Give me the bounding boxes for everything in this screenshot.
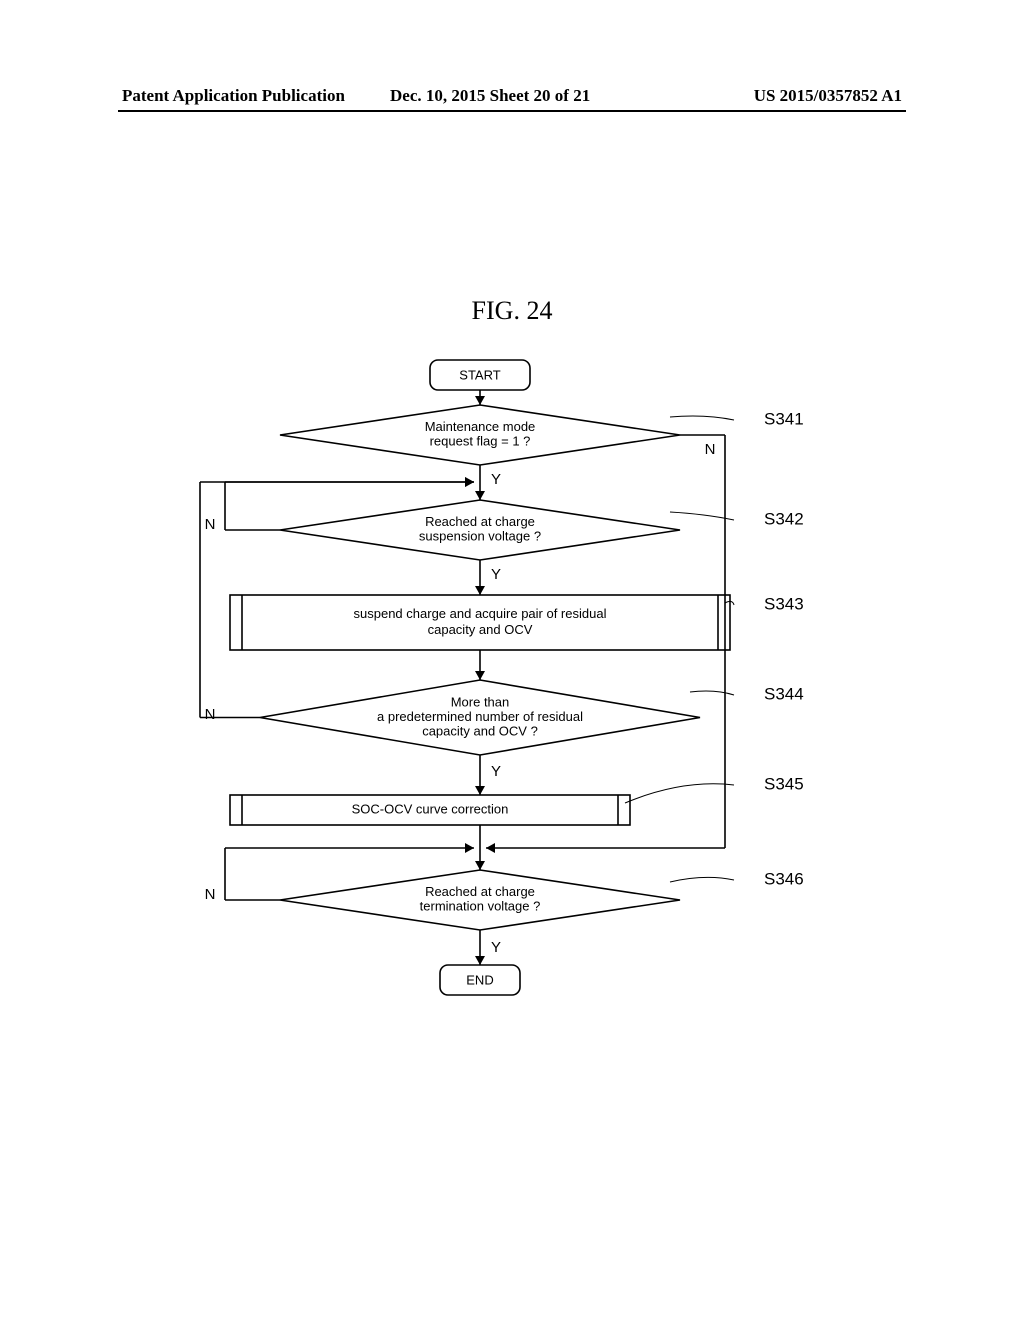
svg-text:capacity and OCV: capacity and OCV: [428, 622, 533, 637]
svg-text:Y: Y: [491, 566, 501, 583]
svg-text:termination voltage ?: termination voltage ?: [420, 899, 541, 914]
figure-label: FIG. 24: [0, 296, 1024, 326]
svg-text:SOC-OCV curve correction: SOC-OCV curve correction: [352, 801, 509, 816]
svg-text:request flag = 1 ?: request flag = 1 ?: [430, 434, 531, 449]
header-mid: Dec. 10, 2015 Sheet 20 of 21: [390, 86, 590, 106]
svg-text:S343: S343: [764, 594, 804, 613]
svg-text:S344: S344: [764, 684, 804, 703]
svg-text:N: N: [705, 441, 716, 458]
svg-text:S341: S341: [764, 409, 804, 428]
svg-text:capacity and OCV ?: capacity and OCV ?: [422, 723, 538, 738]
header-rule: [118, 110, 906, 112]
svg-text:Y: Y: [491, 939, 501, 956]
svg-text:Reached at charge: Reached at charge: [425, 884, 535, 899]
svg-text:Y: Y: [491, 763, 501, 780]
svg-text:START: START: [459, 367, 500, 382]
page: Patent Application Publication Dec. 10, …: [0, 0, 1024, 1320]
svg-text:Reached at charge: Reached at charge: [425, 514, 535, 529]
svg-text:suspension voltage ?: suspension voltage ?: [419, 529, 541, 544]
svg-text:S345: S345: [764, 774, 804, 793]
flowchart-svg: START Maintenance moderequest flag = 1 ? S…: [170, 350, 850, 1020]
header-right: US 2015/0357852 A1: [754, 86, 902, 106]
svg-text:Maintenance mode: Maintenance mode: [425, 419, 536, 434]
svg-text:Y: Y: [491, 471, 501, 488]
svg-text:S342: S342: [764, 509, 804, 528]
header-left: Patent Application Publication: [122, 86, 345, 106]
svg-text:END: END: [466, 972, 493, 987]
svg-text:a predetermined number of resi: a predetermined number of residual: [377, 709, 583, 724]
svg-text:N: N: [205, 516, 216, 533]
svg-text:suspend charge and acquire pai: suspend charge and acquire pair of resid…: [354, 606, 607, 621]
flowchart-container: START Maintenance moderequest flag = 1 ? S…: [170, 350, 850, 1020]
svg-text:N: N: [205, 706, 216, 723]
svg-text:N: N: [205, 886, 216, 903]
svg-text:More than: More than: [451, 694, 510, 709]
svg-text:S346: S346: [764, 869, 804, 888]
